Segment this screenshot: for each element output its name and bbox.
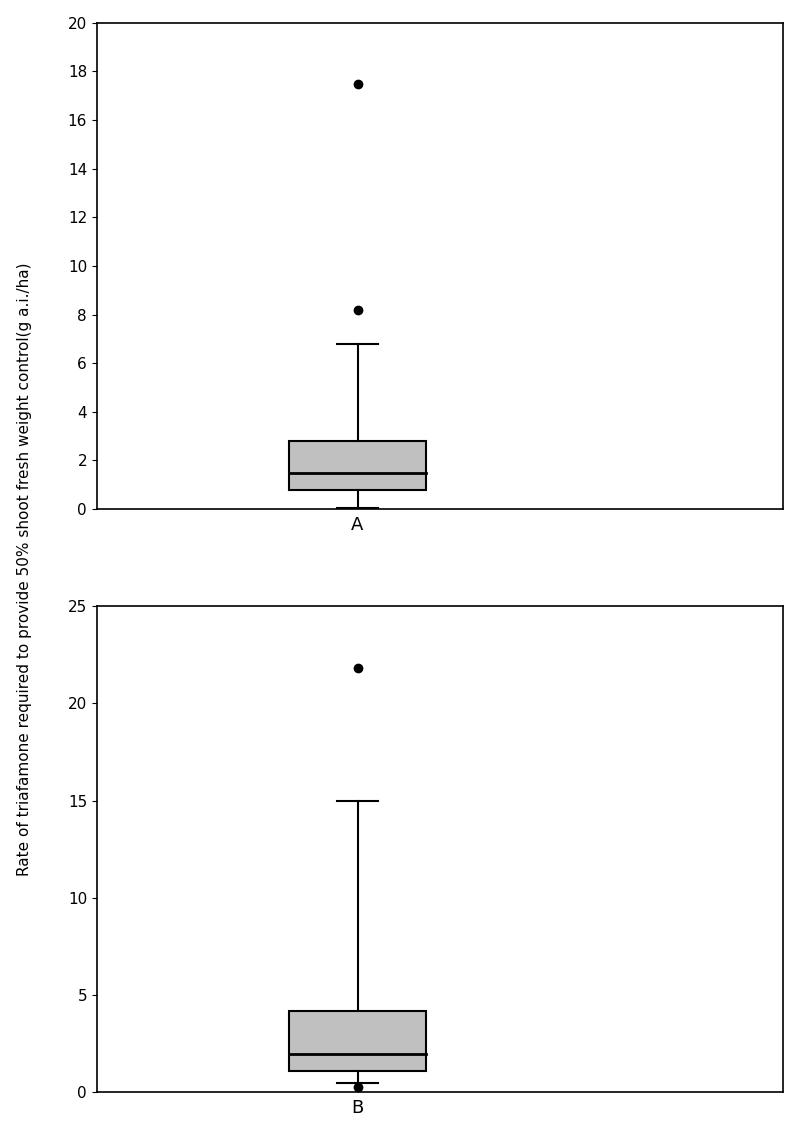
Bar bbox=[289, 1011, 426, 1071]
Text: Rate of triafamone required to provide 50% shoot fresh weight control(g a.i./ha): Rate of triafamone required to provide 5… bbox=[17, 262, 31, 876]
Bar bbox=[289, 440, 426, 489]
